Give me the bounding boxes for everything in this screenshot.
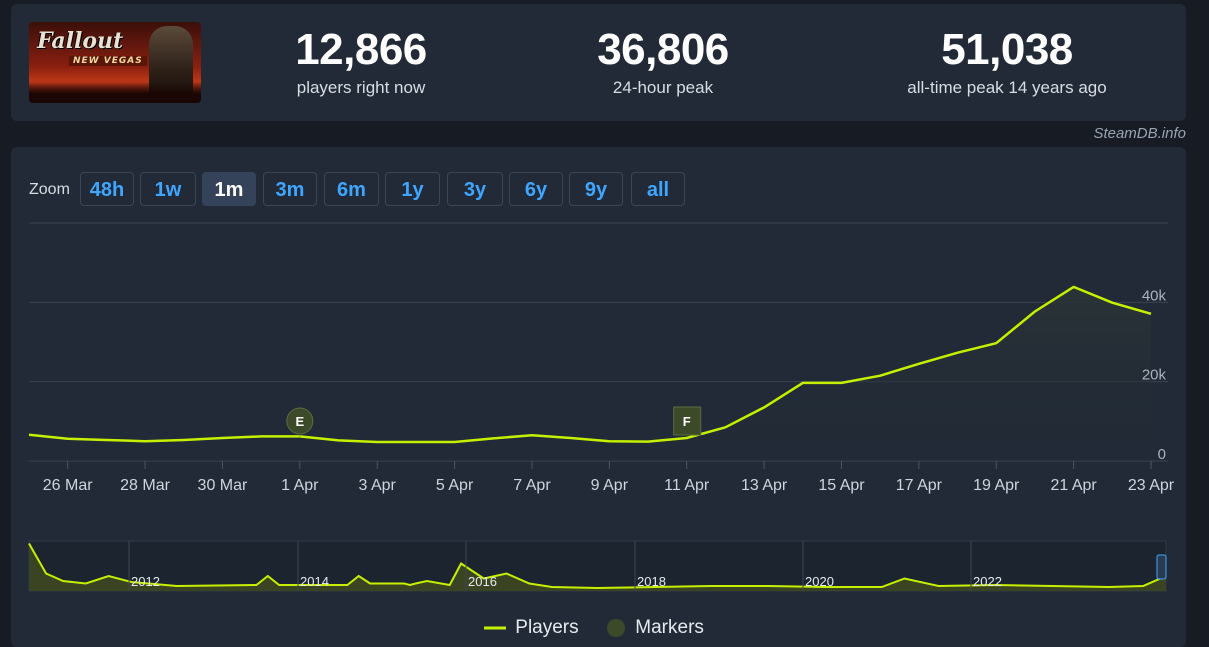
zoom-button-9y[interactable]: 9y (569, 172, 623, 206)
x-tick-label: 3 Apr (359, 477, 397, 494)
players-point[interactable] (646, 440, 650, 444)
navigator-line (28, 543, 1167, 590)
stat-current-label: players right now (296, 78, 426, 97)
players-point[interactable] (878, 374, 882, 378)
x-tick-label: 7 Apr (513, 477, 551, 494)
players-point[interactable] (1110, 301, 1114, 305)
players-point[interactable] (762, 405, 766, 409)
legend-players-label: Players (515, 617, 579, 638)
players-point[interactable] (723, 425, 727, 429)
players-point[interactable] (607, 439, 611, 443)
stat-all-time-peak: 51,038 all-time peak 14 years ago (857, 26, 1157, 100)
marker-label: E (295, 414, 304, 429)
logo-subtitle: NEW VEGAS (69, 56, 147, 66)
zoom-button-48h[interactable]: 48h (80, 172, 134, 206)
navigator-year-label: 2016 (468, 574, 497, 589)
legend-players-swatch (484, 626, 506, 630)
x-tick-label: 30 Mar (198, 477, 248, 494)
marker-F[interactable]: F (673, 406, 702, 436)
players-point[interactable] (220, 436, 224, 440)
x-tick-label: 9 Apr (591, 477, 629, 494)
navigator-year-label: 2018 (637, 574, 666, 589)
marker-circle (286, 407, 314, 435)
x-tick-label: 28 Mar (120, 477, 170, 494)
zoom-button-3m[interactable]: 3m (263, 172, 317, 206)
navigator-year-label: 2022 (973, 574, 1002, 589)
players-series-line[interactable] (28, 285, 1152, 444)
zoom-button-3y[interactable]: 3y (447, 172, 503, 206)
stat-24h-value: 36,806 (597, 25, 729, 74)
players-point[interactable] (801, 381, 805, 385)
stats-panel: Fallout NEW VEGAS 12,866 players right n… (11, 4, 1186, 121)
legend-players[interactable]: Players (484, 617, 579, 639)
x-tick-label: 21 Apr (1050, 477, 1097, 494)
players-point[interactable] (956, 351, 960, 355)
marker-flag (673, 406, 702, 436)
zoom-button-1y[interactable]: 1y (385, 172, 440, 206)
stat-current-value: 12,866 (295, 25, 427, 74)
stat-alltime-label: all-time peak 14 years ago (907, 78, 1107, 97)
y-tick-label: 40k (1142, 287, 1167, 304)
steamdb-credit[interactable]: SteamDB.info (1093, 125, 1186, 142)
players-point[interactable] (491, 436, 495, 440)
stat-alltime-value: 51,038 (941, 25, 1073, 74)
x-tick-label: 19 Apr (973, 477, 1020, 494)
chart-panel: Zoom 48h 1w 1m 3m 6m 1y 3y 6y 9y all E F 0 20k 40k 26… (11, 147, 1186, 647)
legend-markers[interactable]: Markers (606, 617, 704, 639)
x-tick-label: 11 Apr (664, 477, 710, 494)
players-point[interactable] (414, 440, 418, 444)
players-point[interactable] (530, 433, 534, 437)
x-tick-label: 5 Apr (436, 477, 474, 494)
players-area (29, 286, 1151, 461)
players-point[interactable] (375, 440, 379, 444)
stat-24h-peak: 36,806 24-hour peak (549, 26, 777, 100)
stat-24h-label: 24-hour peak (612, 78, 714, 97)
zoom-button-1w[interactable]: 1w (140, 172, 196, 206)
x-tick-label: 15 Apr (818, 477, 865, 494)
legend-markers-swatch (607, 618, 625, 637)
players-point[interactable] (569, 436, 573, 440)
zoom-button-1m[interactable]: 1m (202, 172, 256, 206)
stat-current-players: 12,866 players right now (247, 26, 475, 100)
players-point[interactable] (839, 381, 843, 385)
y-tick-label: 0 (1158, 446, 1166, 463)
x-tick-label: 23 Apr (1128, 477, 1175, 494)
marker-E[interactable]: E (286, 407, 314, 437)
players-point[interactable] (917, 362, 921, 366)
y-tick-label: 20k (1142, 367, 1167, 384)
players-point[interactable] (104, 438, 108, 442)
zoom-button-6m[interactable]: 6m (324, 172, 379, 206)
x-tick-label: 1 Apr (281, 477, 319, 494)
players-point[interactable] (994, 341, 998, 345)
navigator-year-label: 2020 (805, 574, 834, 589)
logo-title: Fallout (37, 28, 124, 54)
zoom-button-6y[interactable]: 6y (509, 172, 563, 206)
players-point[interactable] (1033, 309, 1037, 313)
players-point[interactable] (337, 438, 341, 442)
marker-label: F (683, 414, 691, 429)
chart-legend: Players Markers (11, 617, 1186, 647)
x-tick-label: 26 Mar (43, 477, 93, 494)
zoom-button-all[interactable]: all (631, 172, 685, 206)
players-point[interactable] (143, 439, 147, 443)
legend-markers-label: Markers (635, 617, 704, 638)
zoom-label: Zoom (29, 181, 70, 198)
navigator-year-label: 2014 (300, 574, 329, 589)
players-point[interactable] (27, 433, 31, 437)
players-point[interactable] (182, 438, 186, 442)
players-point[interactable] (259, 434, 263, 438)
game-logo[interactable]: Fallout NEW VEGAS (29, 22, 201, 103)
x-tick-label: 17 Apr (896, 477, 943, 494)
players-point[interactable] (1072, 285, 1076, 289)
player-chart[interactable]: E F 0 20k 40k 26 Mar 28 Mar 30 Mar 1 Apr 3 Apr 5 … (11, 147, 1186, 617)
logo-skyline (29, 81, 201, 103)
navigator-year-label: 2012 (131, 574, 160, 589)
players-point[interactable] (1149, 312, 1153, 316)
navigator-handle[interactable] (1156, 554, 1167, 580)
players-point[interactable] (685, 436, 689, 440)
players-point[interactable] (453, 440, 457, 444)
players-point[interactable] (66, 437, 70, 441)
x-tick-label: 13 Apr (741, 477, 788, 494)
